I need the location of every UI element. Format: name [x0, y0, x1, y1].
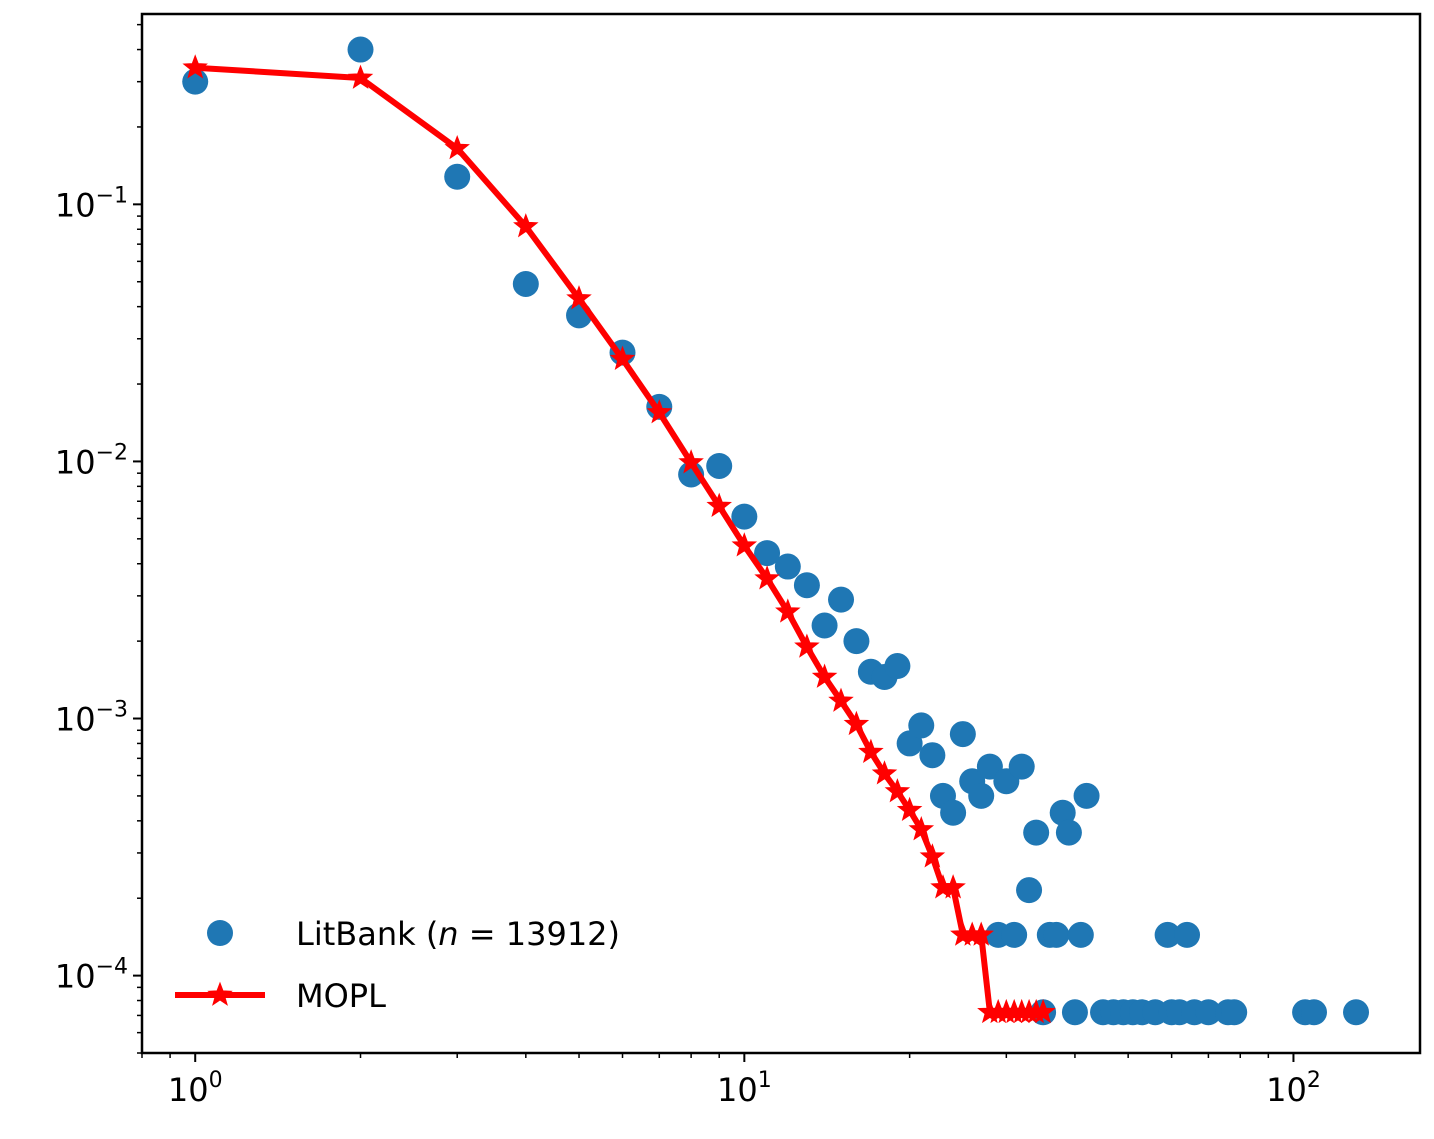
litbank-point: [1008, 753, 1035, 780]
plot-area: [182, 36, 1370, 1026]
y-tick-label-base: 10: [55, 443, 96, 481]
litbank-point: [512, 270, 539, 297]
litbank-point: [1301, 999, 1328, 1026]
litbank-point: [706, 452, 733, 479]
mopl-point: [347, 64, 374, 89]
litbank-point: [1049, 799, 1076, 826]
x-tick-label-base: 10: [717, 1071, 758, 1109]
legend: LitBank (n = 13912) MOPL: [175, 915, 620, 1015]
mopl-point: [646, 399, 673, 424]
legend-mopl-marker: [207, 981, 233, 1006]
litbank-point: [1016, 877, 1043, 904]
y-tick-label-exponent: −4: [96, 955, 128, 980]
plot-frame: [140, 12, 1422, 1055]
litbank-point: [774, 553, 801, 580]
mopl-point: [908, 816, 935, 841]
y-tick-label-base: 10: [55, 958, 96, 996]
litbank-point: [1055, 819, 1082, 846]
mopl-point: [775, 598, 801, 623]
y-tick-label-exponent: −2: [96, 440, 128, 465]
litbank-point: [940, 799, 967, 826]
mopl-point: [858, 738, 884, 763]
litbank-point: [1061, 999, 1088, 1026]
mopl-point: [968, 921, 994, 946]
legend-litbank-suffix: = 13912): [459, 915, 620, 953]
legend-litbank-marker: [207, 920, 233, 946]
litbank-point: [843, 628, 870, 655]
y-tick-label: 10−1: [55, 183, 128, 224]
litbank-point: [1221, 999, 1248, 1026]
mopl-point: [919, 843, 946, 868]
litbank-point: [1067, 921, 1094, 948]
litbank-point: [919, 742, 946, 769]
mopl-point: [896, 796, 923, 822]
litbank-point: [793, 572, 820, 599]
mopl-point: [794, 633, 820, 658]
litbank-point: [828, 586, 855, 613]
x-tick-label: 102: [1266, 1068, 1321, 1109]
x-tick-label-exponent: 2: [1307, 1068, 1321, 1093]
litbank-point: [1343, 999, 1370, 1026]
x-tick-label-exponent: 0: [209, 1068, 223, 1093]
mopl-point: [828, 687, 854, 712]
litbank-point: [1023, 819, 1050, 846]
litbank-point: [1073, 782, 1100, 809]
litbank-point: [1154, 921, 1181, 948]
mopl-point: [678, 449, 704, 474]
litbank-point: [949, 721, 976, 748]
y-tick-label-base: 10: [55, 186, 96, 224]
mopl-point: [566, 285, 592, 310]
litbank-point: [884, 653, 911, 680]
y-tick-label-exponent: −1: [96, 183, 128, 208]
mopl-point: [731, 532, 758, 557]
mopl-point: [811, 663, 838, 688]
mopl-point: [871, 760, 898, 785]
x-tick-label: 101: [717, 1068, 772, 1109]
mopl-point: [513, 213, 539, 238]
y-tick-label: 10−3: [55, 698, 128, 739]
mopl-point: [754, 565, 780, 590]
mopl-point: [1030, 998, 1056, 1024]
mopl-point: [843, 710, 870, 736]
litbank-point: [1001, 921, 1028, 948]
mopl-point: [444, 134, 470, 160]
legend-mopl-label: MOPL: [296, 977, 386, 1015]
legend-litbank-var: n: [438, 915, 458, 953]
mopl-point: [182, 54, 208, 79]
mopl-point: [609, 345, 636, 370]
litbank-point: [1174, 921, 1201, 948]
y-tick-label: 10−2: [55, 440, 128, 481]
y-tick-label-base: 10: [55, 701, 96, 739]
litbank-point: [908, 712, 935, 739]
litbank-point: [731, 503, 758, 530]
litbank-point: [347, 36, 374, 63]
mopl-point: [706, 492, 732, 518]
y-tick-label: 10−4: [55, 955, 128, 996]
mopl-point: [884, 778, 911, 803]
x-tick-label-base: 10: [1266, 1071, 1307, 1109]
x-tick-label: 100: [168, 1068, 223, 1109]
y-tick-label-exponent: −3: [96, 698, 128, 723]
mopl-point: [940, 874, 966, 899]
litbank-point: [444, 163, 471, 190]
litbank-point: [1043, 921, 1070, 948]
x-tick-label-base: 10: [168, 1071, 209, 1109]
litbank-point: [754, 540, 781, 567]
x-tick-label-exponent: 1: [758, 1068, 772, 1093]
litbank-point: [968, 782, 995, 809]
legend-litbank-prefix: LitBank (: [296, 915, 438, 953]
legend-litbank-label: LitBank (n = 13912): [296, 915, 620, 953]
litbank-point: [1195, 999, 1222, 1026]
litbank-point: [811, 612, 838, 639]
